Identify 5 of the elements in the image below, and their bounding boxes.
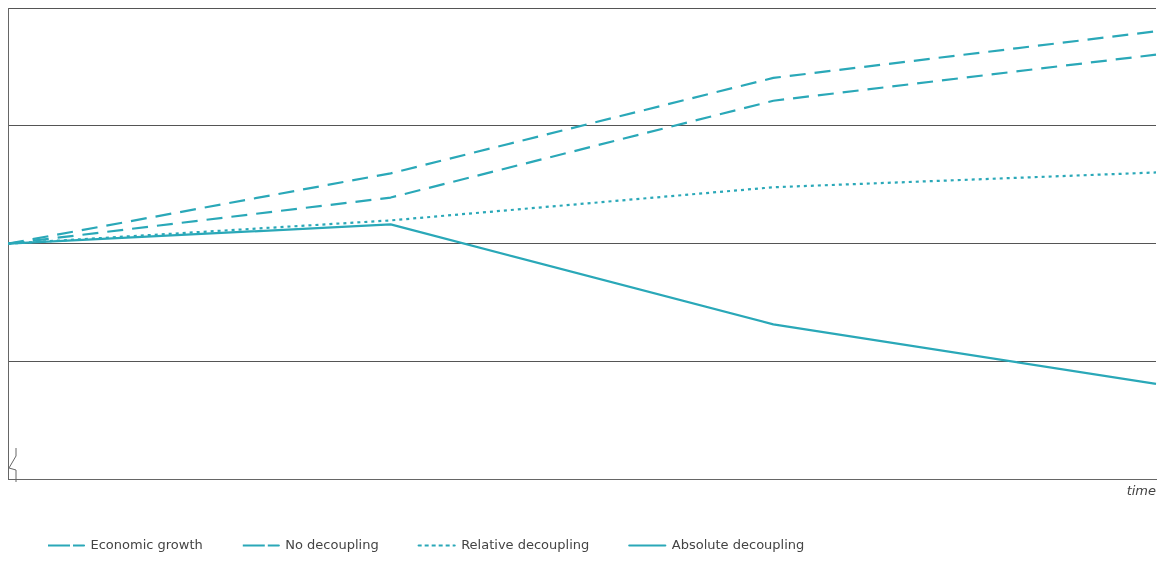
legend-label: Absolute decoupling [671, 536, 805, 552]
legend-label: No decoupling [285, 536, 379, 552]
legend-label: Economic growth [90, 536, 203, 552]
legend-label: Relative decoupling [461, 536, 590, 552]
x-axis-title: time [1126, 482, 1156, 498]
